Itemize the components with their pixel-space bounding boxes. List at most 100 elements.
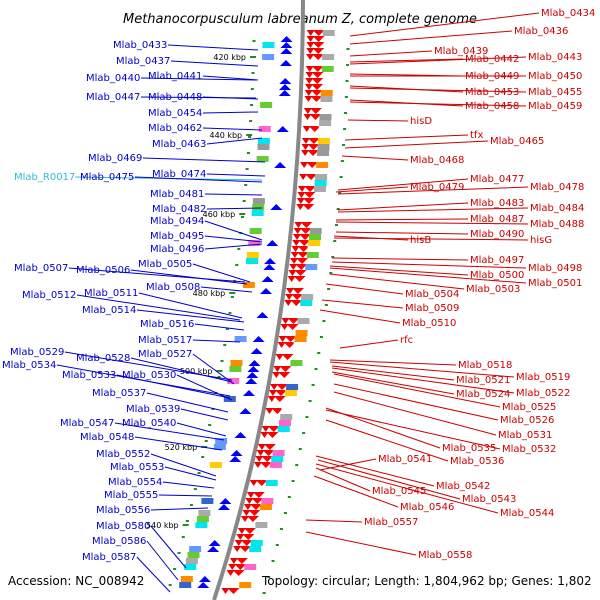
forward-strand-cog-block [260, 102, 273, 108]
left-gene-labels: Mlab_0433 Mlab_0437 Mlab_0440 Mlab_0441 Mlab… [2, 40, 206, 563]
reverse-strand-arrow [246, 492, 255, 498]
forward-strand-cog-block [215, 438, 228, 444]
right-label-leader [349, 30, 513, 45]
minor-tick [271, 560, 275, 562]
reverse-strand-arrow [296, 258, 309, 264]
right-gene-label: Mlab_0449 [465, 71, 519, 82]
left-label-leader [202, 96, 259, 100]
right-gene-label: Mlab_0479 [410, 182, 464, 193]
left-gene-label: Mlab_0512 [22, 290, 76, 301]
minor-tick [235, 264, 239, 266]
right-label-leader [315, 455, 435, 487]
left-label-leader [176, 374, 233, 401]
right-gene-label: Mlab_0542 [436, 481, 490, 492]
left-label-leader [194, 323, 245, 331]
minor-tick [267, 576, 271, 578]
forward-strand-cog-block [236, 324, 249, 330]
reverse-strand-arrow [291, 288, 304, 294]
reverse-strand-arrow [309, 108, 322, 114]
forward-strand-cog-block [229, 366, 242, 372]
left-label-leader [138, 292, 243, 319]
left-label-leader [200, 286, 253, 293]
left-label-leader [146, 392, 229, 413]
minor-tick [295, 464, 299, 466]
right-gene-label: Mlab_0546 [400, 502, 454, 513]
right-gene-label: Mlab_0484 [530, 203, 584, 214]
right-gene-label: Mlab_0497 [470, 255, 524, 266]
reverse-strand-arrow [233, 546, 242, 552]
minor-tick [252, 56, 256, 58]
reverse-strand-cog-block [293, 342, 306, 348]
left-label-leader [170, 60, 259, 67]
minor-tick [333, 240, 337, 242]
right-label-leader [325, 409, 501, 450]
left-label-leader [150, 525, 187, 569]
minor-tick [250, 104, 254, 106]
forward-strand-arrow [230, 450, 243, 456]
left-gene-label: Mlab_0533 [62, 370, 116, 381]
right-gene-label: Mlab_0541 [378, 454, 432, 465]
forward-strand-cog-block [262, 42, 275, 48]
left-gene-label: Mlab_0537 [92, 388, 146, 399]
reverse-strand-arrow [290, 252, 299, 258]
forward-strand-arrow [279, 78, 292, 84]
reverse-strand-arrow [301, 138, 310, 144]
left-label-leader [130, 269, 248, 285]
minor-tick [322, 320, 326, 322]
right-label-leader [333, 373, 501, 408]
left-label-leader [206, 207, 263, 210]
reverse-strand-arrow [311, 84, 324, 90]
reverse-strand-arrow [249, 504, 262, 510]
reverse-strand-arrow [306, 48, 315, 54]
reverse-strand-cog-block [255, 522, 268, 528]
forward-strand-arrow [263, 264, 276, 270]
reverse-strand-arrow [245, 498, 254, 504]
reverse-strand-arrow [309, 114, 322, 120]
right-gene-label: Mlab_0453 [465, 87, 519, 98]
left-gene-label: Mlab_0496 [150, 244, 204, 255]
left-gene-label: Mlab_0587 [82, 552, 136, 563]
reverse-strand-cog-block [281, 408, 294, 414]
reverse-strand-cog-block [278, 420, 291, 426]
right-label-leader [329, 359, 457, 366]
forward-strand-cog-block [185, 558, 198, 564]
minor-tick [346, 64, 350, 66]
reverse-strand-cog-block [280, 414, 293, 420]
left-label-leader [76, 294, 241, 321]
right-label-leader [331, 261, 527, 269]
minor-tick [345, 80, 349, 82]
reverse-strand-arrow [239, 546, 252, 552]
reverse-strand-arrow [284, 336, 297, 342]
reverse-strand-arrow [297, 192, 306, 198]
reverse-strand-arrow [302, 126, 311, 132]
forward-strand-arrow [250, 348, 263, 354]
minor-tick [283, 512, 287, 514]
reverse-strand-cog-block [318, 126, 331, 132]
forward-strand-arrow [280, 48, 293, 54]
reverse-strand-arrow [298, 186, 307, 192]
reverse-strand-arrow [278, 336, 287, 342]
forward-strand-cog-block [259, 120, 272, 126]
reverse-strand-arrow [263, 444, 276, 450]
right-gene-label: Mlab_0465 [490, 136, 544, 147]
minor-tick [228, 312, 232, 314]
right-gene-label: Mlab_0488 [530, 219, 584, 230]
forward-strand-cog-block [252, 198, 265, 204]
minor-tick [342, 144, 346, 146]
reverse-strand-cog-block [301, 294, 314, 300]
reverse-strand-arrow [286, 324, 299, 330]
right-gene-label: Mlab_0490 [470, 229, 524, 240]
reverse-strand-arrow [310, 96, 323, 102]
reverse-strand-arrow [301, 144, 310, 150]
reverse-strand-arrow [292, 240, 301, 246]
right-label-leader [349, 56, 527, 65]
right-label-leader [347, 119, 409, 122]
reverse-strand-arrow [304, 96, 313, 102]
reverse-strand-arrow [284, 300, 293, 306]
forward-strand-cog-block [230, 360, 243, 366]
reverse-strand-arrow [310, 90, 323, 96]
right-gene-label: Mlab_0509 [405, 303, 459, 314]
reverse-strand-cog-block [306, 252, 319, 258]
